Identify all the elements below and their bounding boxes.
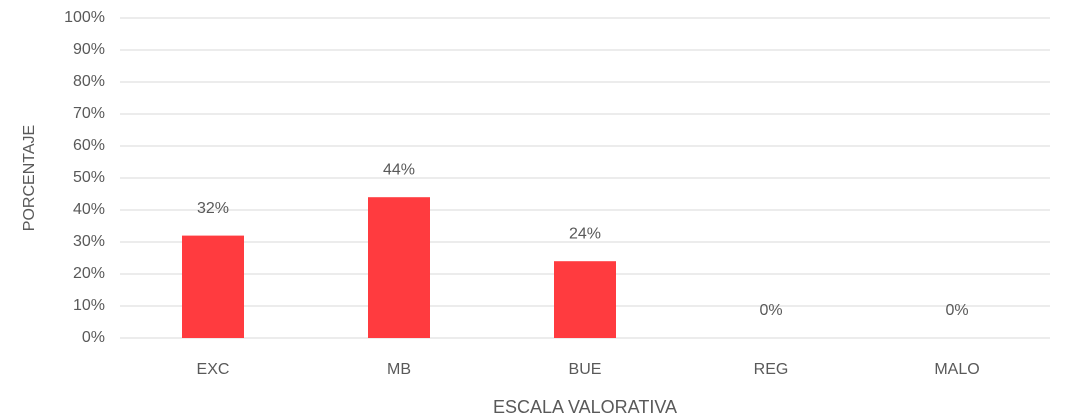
y-tick-label: 70% xyxy=(73,105,105,122)
x-tick-label: EXC xyxy=(197,361,230,378)
data-label: 24% xyxy=(569,225,601,242)
data-label: 44% xyxy=(383,161,415,178)
bar xyxy=(554,261,616,338)
x-tick-label: REG xyxy=(754,361,789,378)
x-tick-label: BUE xyxy=(569,361,602,378)
x-tick-label: MB xyxy=(387,361,411,378)
y-tick-label: 20% xyxy=(73,265,105,282)
y-tick-label: 10% xyxy=(73,297,105,314)
x-axis-label: ESCALA VALORATIVA xyxy=(493,397,677,417)
y-axis-label: PORCENTAJE xyxy=(21,125,38,231)
y-tick-label: 0% xyxy=(82,329,105,346)
y-tick-label: 40% xyxy=(73,201,105,218)
data-label: 0% xyxy=(759,302,782,319)
y-tick-label: 80% xyxy=(73,73,105,90)
data-label: 0% xyxy=(945,302,968,319)
bar xyxy=(368,197,430,338)
x-tick-label: MALO xyxy=(934,361,979,378)
bar xyxy=(182,235,244,338)
y-tick-label: 90% xyxy=(73,41,105,58)
data-label: 32% xyxy=(197,200,229,217)
y-tick-label: 30% xyxy=(73,233,105,250)
y-tick-label: 50% xyxy=(73,169,105,186)
y-tick-label: 100% xyxy=(64,9,105,26)
y-tick-label: 60% xyxy=(73,137,105,154)
